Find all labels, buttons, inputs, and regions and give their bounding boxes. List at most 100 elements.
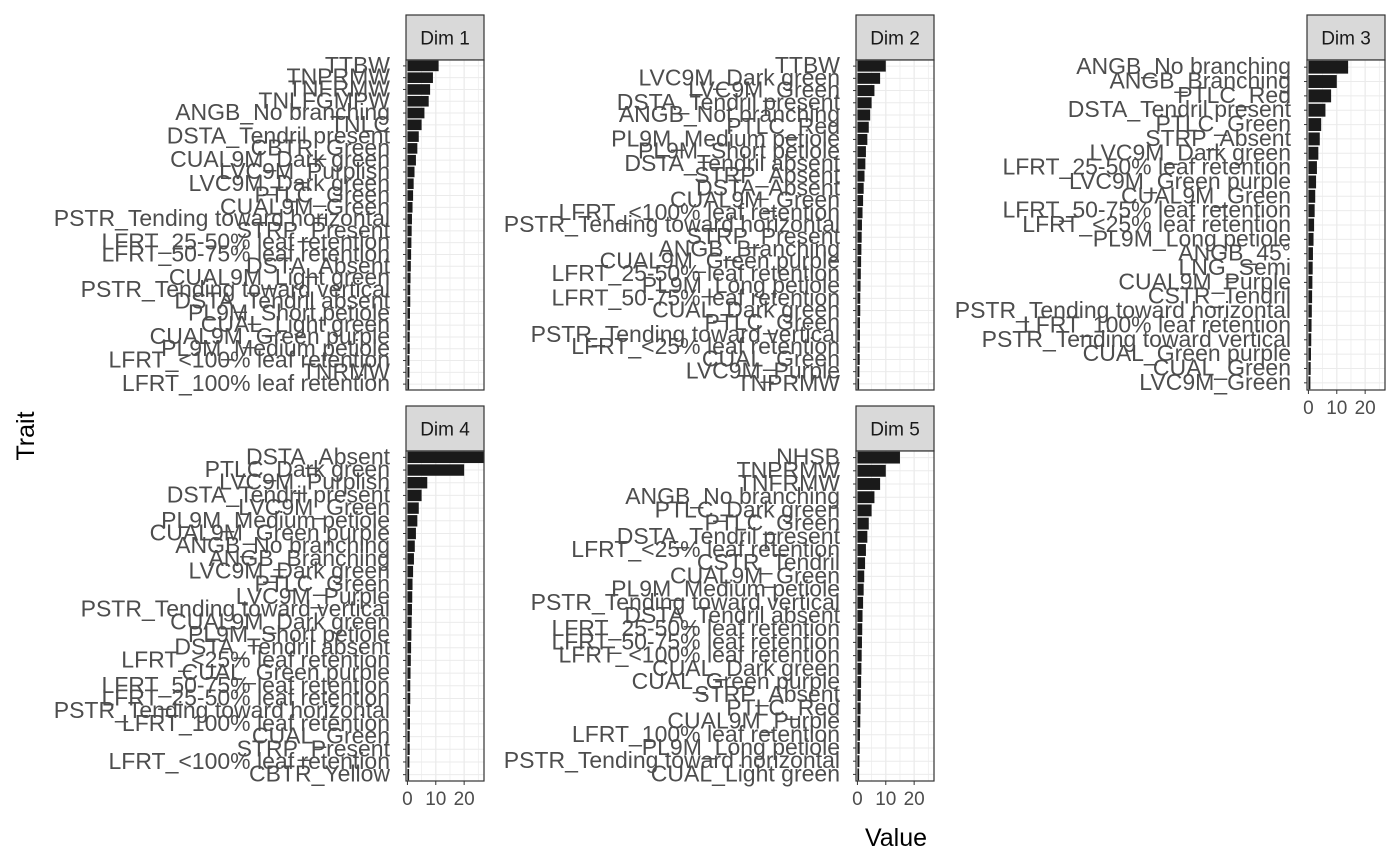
y-tick-label: TNLC: [330, 111, 390, 137]
y-tick-label: ANGB_Branching: [208, 545, 390, 571]
y-tick-label: PL9M_Short petiole: [638, 138, 840, 164]
bar-CUAL9M_Green: [407, 202, 413, 213]
bar-CBTR_Green: [407, 143, 418, 154]
bar-DSTA_Tendril absent: [407, 296, 411, 307]
y-tick-label: STRP_Absent: [694, 681, 840, 707]
bar-CUAL9M_Green purple: [857, 256, 862, 268]
bar-CSTR_Tendril: [1308, 290, 1313, 304]
bar-LFRT_<25% leaf retention: [857, 544, 866, 556]
y-tick-label: TNFRMW: [288, 75, 390, 101]
y-tick-label: LFRT_100% leaf retention: [1023, 311, 1291, 337]
bar-PL9M_Medium petiole: [857, 133, 868, 145]
panel-frame: [405, 450, 485, 782]
bar-LVC9M_Purple: [407, 591, 413, 603]
bar-TNPRMW: [857, 464, 886, 477]
bar-CUAL_Green: [857, 353, 860, 365]
bar-LFRT_25-50% leaf retention: [857, 623, 863, 636]
panel-frame: [855, 450, 935, 782]
bar-ANGB_Branching: [407, 553, 414, 565]
y-tick-label: LVC9M_Purple: [236, 583, 390, 609]
bar-LVC9M_Purple: [857, 366, 860, 378]
bar-TNLFGMPW: [407, 95, 429, 107]
bar-LFRT_<25% leaf retention: [857, 341, 860, 353]
bar-ANGB_No branching: [407, 540, 415, 552]
bar-CSTR_Tendril: [857, 557, 866, 570]
bar-LFRT_<100% leaf retention: [407, 756, 410, 768]
y-tick-label: LVC9M_Purplish: [219, 158, 390, 184]
y-tick-label: ANGB_No branching: [175, 532, 390, 558]
bar-DSTA_Absent: [407, 451, 484, 464]
y-tick-label: LFRT_50-75% leaf retention: [101, 240, 390, 266]
y-tick-label: LFRT_<25% leaf retention: [1022, 211, 1291, 237]
y-tick-label: LFRT_100% leaf retention: [572, 721, 840, 747]
x-tick-label: 0: [402, 789, 413, 810]
y-tick-label: TNPRMW: [737, 370, 841, 396]
bar-PL9M_Long petiole: [1308, 232, 1314, 246]
y-tick-label: LVC9M_Purple: [686, 358, 840, 384]
y-tick-label: LVC9M_Green purple: [1069, 168, 1291, 194]
bar-DSTA_Tendril absent: [407, 642, 412, 654]
bar-LVC9M_Green: [407, 502, 419, 514]
bar-LFRT_25-50% leaf retention: [407, 692, 411, 705]
bar-LFRT_50-75% leaf retention: [1308, 204, 1315, 218]
y-tick-label: PL9M_Medium petiole: [161, 507, 390, 533]
facet-strip-label: Dim 3: [1321, 29, 1371, 50]
bar-DSTA_Tendril present: [1308, 103, 1326, 117]
bar-ANGB_45°: [1308, 247, 1313, 261]
y-tick-label: DSTA_Tendril present: [1068, 96, 1292, 122]
y-tick-label: ANGB_No branching: [175, 99, 390, 125]
bar-ANGB_No branching: [407, 107, 425, 119]
y-tick-label: PSTR_Tending toward vertical: [81, 276, 390, 302]
y-tick-label: LFRT_<100% leaf retention: [558, 199, 840, 225]
y-tick-label: LFRT_<25% leaf retention: [571, 333, 840, 359]
bar-TNPRMW: [857, 378, 860, 390]
bar-STRP_Present: [857, 231, 862, 243]
bar-PTLC_Dark green: [857, 504, 872, 517]
bar-LFRT_25-50% leaf retention: [1308, 161, 1317, 175]
y-tick-label: PL9M_Short petiole: [188, 299, 390, 325]
y-tick-label: DSTA_Tendril absent: [174, 634, 390, 660]
bar-CUAL9M_Green: [857, 195, 864, 207]
y-tick-label: LFRT_<25% leaf retention: [571, 536, 840, 562]
y-tick-label: PTLC_Red: [1177, 82, 1291, 108]
y-tick-label: LFRT_<25% leaf retention: [121, 646, 390, 672]
bar-PSTR_Tending toward vertical: [407, 284, 411, 296]
bar-CUAL_Green purple: [857, 676, 862, 688]
y-tick-label: ANGB_45°: [1178, 240, 1291, 266]
y-tick-label: LFRT_100% leaf retention: [122, 710, 390, 736]
y-tick-label: CUAL_Green purple: [182, 659, 390, 685]
y-tick-label: STRP_Absent: [694, 162, 840, 188]
y-tick-label: CBTR_Yellow: [249, 761, 390, 787]
y-tick-label: ANGB_No branching: [1076, 53, 1291, 79]
x-tick-label: 10: [425, 789, 446, 810]
y-tick-label: DSTA_Tendril present: [167, 123, 391, 149]
bar-TNRMW: [407, 367, 410, 378]
y-tick-label: LVC9M_Dark green: [1089, 139, 1291, 165]
bar-CUAL9M_Green purple: [407, 331, 410, 343]
bar-TNFRMW: [407, 84, 431, 95]
y-tick-label: NHSB: [776, 444, 840, 470]
bar-CUAL9M_Green: [857, 570, 865, 583]
bar-PTLC_Green: [857, 517, 869, 530]
bar-PTLC_Dark green: [407, 464, 465, 476]
bar-PSTR_Tending toward horizontal: [857, 219, 862, 231]
y-tick-label: CUAL9M_Purple: [1118, 268, 1291, 294]
y-tick-label: PTLC_Green: [1155, 111, 1291, 137]
bar-CUAL_Dark green: [857, 662, 862, 675]
panel-frame: [405, 59, 485, 391]
y-tick-label: LFRT_25-50% leaf retention: [551, 615, 840, 641]
y-tick-label: TNPRMW: [287, 64, 391, 90]
y-tick-label: CUAL_Green: [1153, 354, 1291, 380]
facet-strip: [1306, 14, 1386, 61]
y-tick-label: LFRT_50-75% leaf retention: [551, 284, 840, 310]
y-tick-label: LFRT_25-50% leaf retention: [1002, 154, 1291, 180]
y-tick-label: CUAL_Dark green: [652, 655, 840, 681]
bar-ANGB_Branching: [857, 243, 862, 255]
y-tick-label: STRP_Present: [687, 223, 841, 249]
y-tick-label: LVC9M_Purplish: [219, 469, 390, 495]
bar-DSTA_Tendril present: [857, 97, 872, 109]
y-tick-label: LFRT_25-50% leaf retention: [101, 685, 390, 711]
